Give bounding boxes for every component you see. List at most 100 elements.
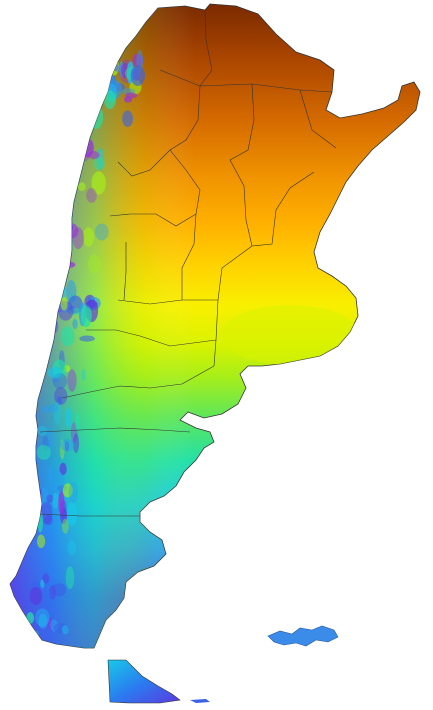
andes-streak (92, 84, 106, 107)
andes-texture (25, 5, 154, 637)
andes-streak (29, 586, 43, 606)
andes-streak (103, 59, 114, 70)
andes-streak (67, 369, 77, 392)
andes-streak (60, 439, 65, 460)
andes-streak (132, 53, 144, 67)
province-border (251, 171, 315, 247)
andes-streak (59, 462, 67, 476)
andes-streak (102, 57, 109, 69)
andes-streak (128, 22, 134, 34)
andes-streak (117, 7, 129, 22)
andes-streak (81, 369, 86, 381)
small-island (190, 699, 210, 703)
andes-streak (79, 335, 95, 342)
andes-streak (67, 540, 77, 556)
province-border (299, 89, 337, 149)
andes-streak (72, 227, 85, 250)
province-border (229, 159, 253, 247)
andes-streak (72, 318, 78, 330)
andes-streak (76, 153, 90, 162)
andes-streak (64, 441, 70, 452)
andes-streak (40, 579, 45, 588)
andes-streak (65, 407, 72, 428)
andes-streak (47, 428, 54, 452)
province-border (117, 149, 171, 177)
andes-streak (60, 326, 75, 347)
andes-streak (123, 7, 134, 14)
province-border (169, 149, 201, 215)
andes-streak (47, 367, 62, 379)
province-borders (39, 9, 337, 517)
andes-streak (66, 502, 78, 526)
andes-streak (86, 188, 97, 203)
andes-streak (69, 307, 82, 316)
andes-streak (68, 295, 83, 314)
andes-streak (83, 227, 94, 247)
andes-streak (122, 110, 133, 128)
andes-streak (104, 90, 116, 110)
andes-streak (73, 160, 80, 170)
andes-streak (88, 151, 100, 160)
andes-streak (91, 171, 106, 195)
andes-streak (62, 483, 73, 498)
province-border (39, 427, 191, 433)
andes-streak (107, 55, 114, 75)
andes-streak (37, 425, 48, 436)
andes-streak (94, 223, 109, 241)
andes-streak (52, 492, 60, 509)
andes-streak (70, 160, 81, 179)
province-border (39, 513, 140, 517)
province-border (61, 365, 215, 399)
andes-streak (111, 15, 119, 39)
province-border (181, 213, 197, 300)
andes-streak (40, 487, 49, 506)
islands (107, 625, 339, 704)
andes-streak (67, 306, 76, 315)
falkland-islands (267, 625, 339, 647)
andes-streak (68, 481, 79, 504)
andes-streak (93, 157, 105, 171)
andes-streak (33, 630, 40, 637)
andes-streak (61, 625, 69, 635)
andes-streak (109, 38, 120, 55)
province-border (123, 242, 127, 301)
andes-streak (80, 304, 92, 328)
province-border (169, 85, 201, 151)
province-border (199, 9, 213, 87)
andes-streak (60, 439, 76, 452)
andes-streak (26, 612, 35, 624)
province-border (229, 83, 255, 161)
tierra-del-fuego (107, 659, 181, 704)
andes-streak (62, 211, 68, 232)
province-border (115, 329, 217, 347)
andes-streak (98, 51, 109, 73)
andes-streak (44, 514, 53, 526)
andes-streak (50, 318, 59, 334)
andes-streak (85, 300, 98, 308)
andes-streak (49, 585, 57, 600)
andes-streak (124, 96, 133, 103)
andes-streak (35, 608, 50, 627)
andes-streak (48, 403, 59, 413)
andes-streak (47, 466, 53, 482)
andes-streak (51, 583, 67, 597)
andes-streak (40, 501, 53, 525)
andes-streak (87, 254, 101, 274)
andes-streak (77, 182, 86, 192)
andes-streak (130, 65, 145, 86)
andes-streak (48, 470, 65, 493)
andes-streak (46, 494, 54, 503)
andes-streak (114, 31, 125, 55)
andes-streak (42, 573, 50, 584)
andes-streak (42, 405, 51, 414)
andes-streak (36, 444, 51, 460)
andes-streak (62, 518, 69, 534)
andes-streak (53, 623, 70, 634)
andes-streak (65, 566, 75, 590)
andes-streak (38, 613, 48, 629)
pampas-highlight (220, 305, 360, 365)
